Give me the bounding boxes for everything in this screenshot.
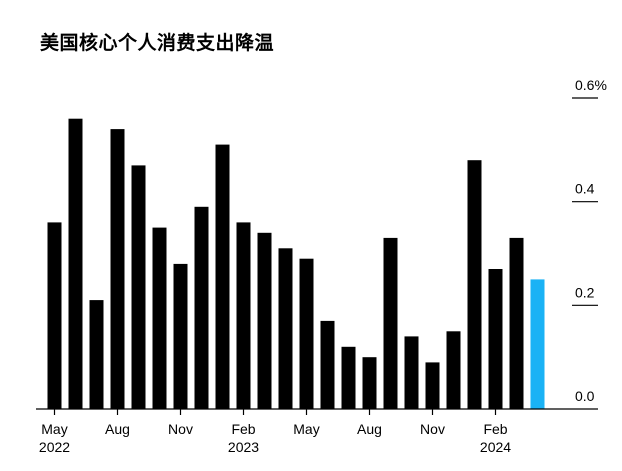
x-tick-label: Feb [231, 421, 255, 437]
y-axis: 0.0 0.2 0.4 0.6% [572, 77, 607, 404]
bar-2024-01 [467, 160, 482, 409]
y-tick-label: 0.0 [575, 388, 595, 404]
bar-2022-11 [173, 263, 188, 409]
bar-2024-02 [488, 269, 503, 409]
bar-2023-06 [320, 320, 335, 409]
y-tick-label: 0.6% [575, 77, 607, 93]
bar-2022-08 [110, 129, 125, 409]
bar-2023-08 [362, 357, 377, 409]
x-tick-year-label: 2022 [39, 439, 70, 455]
x-axis: May 2022 Aug Nov Feb 2023 May Aug Nov Feb 2024 [36, 408, 598, 455]
bar-2022-07 [89, 300, 104, 409]
bar-2023-12 [446, 331, 461, 410]
bar-2023-03 [257, 232, 272, 409]
chart-title: 美国核心个人消费支出降温 [40, 32, 275, 54]
y-tick-label: 0.2 [575, 284, 595, 300]
bar-2023-02 [236, 222, 251, 409]
x-tick-label: May [41, 421, 67, 437]
bar-2022-05 [47, 222, 62, 409]
bar-2022-06 [68, 118, 83, 409]
bar-2023-11 [425, 362, 440, 409]
x-tick-year-label: 2024 [480, 439, 511, 455]
x-tick-year-label: 2023 [228, 439, 259, 455]
bar-2022-10 [152, 227, 167, 409]
bar-2024-04 [530, 279, 545, 409]
bar-2022-12 [194, 206, 209, 409]
bar-2023-01 [215, 144, 230, 409]
x-tick-label: Feb [483, 421, 507, 437]
bar-2024-03 [509, 237, 524, 409]
x-tick-label: Aug [357, 421, 382, 437]
x-tick-label: Nov [420, 421, 445, 437]
bar-2023-09 [383, 237, 398, 409]
bar-2022-09 [131, 165, 146, 409]
bar-2023-04 [278, 248, 293, 409]
x-tick-label: Nov [168, 421, 193, 437]
bar-2023-07 [341, 346, 356, 409]
bar-2023-05 [299, 258, 314, 409]
bar-2023-10 [404, 336, 419, 409]
x-tick-label: May [293, 421, 319, 437]
bars-group [47, 118, 545, 410]
x-tick-label: Aug [105, 421, 130, 437]
y-tick-label: 0.4 [575, 181, 595, 197]
